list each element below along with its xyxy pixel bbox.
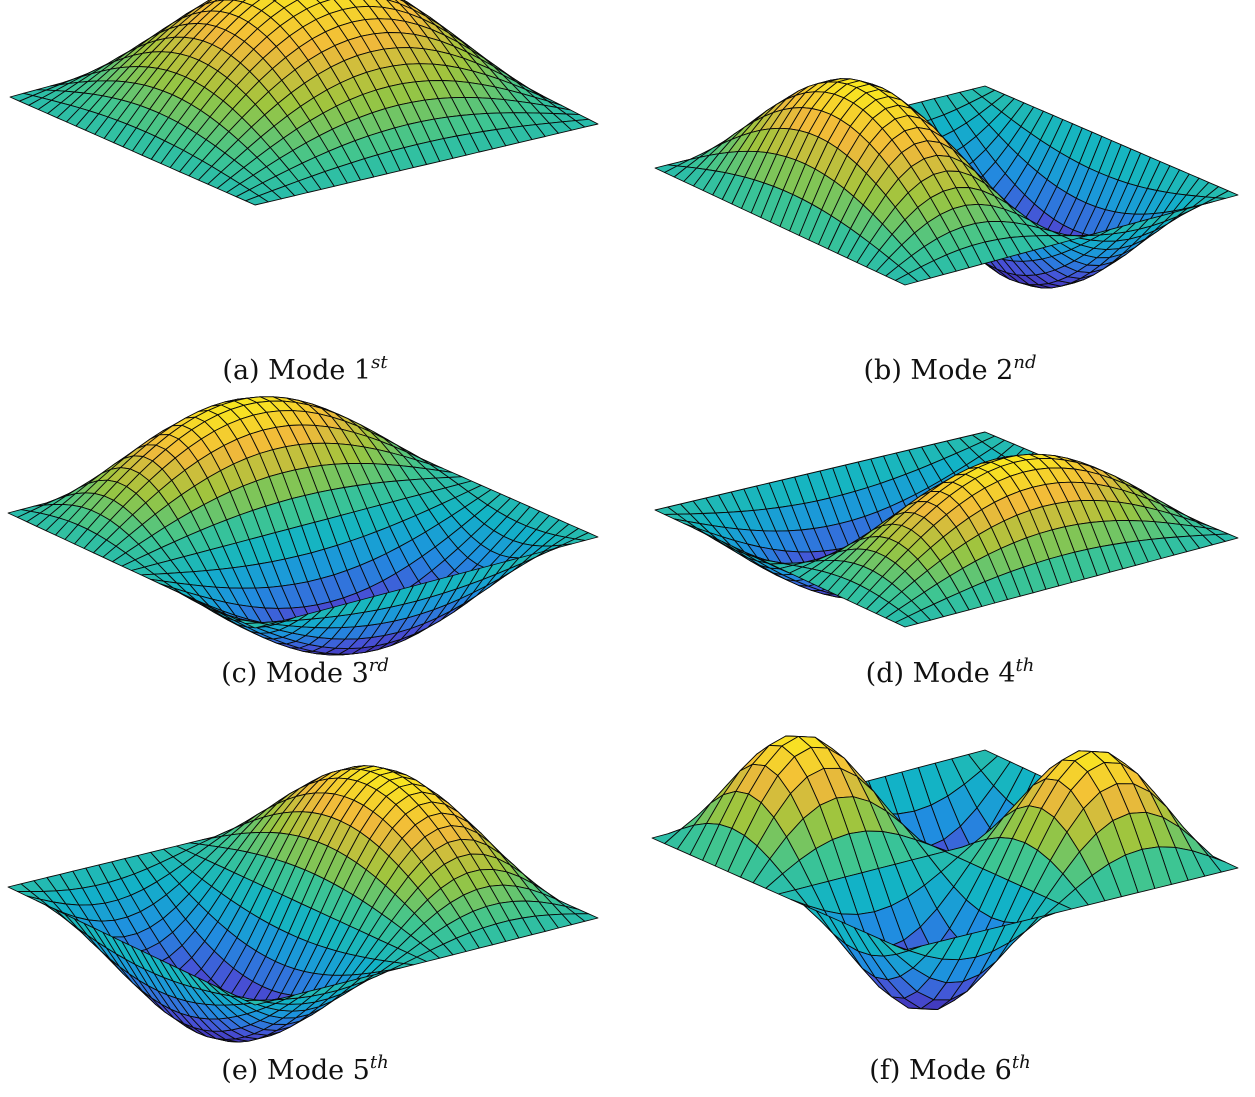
- surface-cell: [894, 273, 919, 286]
- surface-cell: [894, 615, 919, 628]
- panel-mode-1: (a) Mode 1st: [0, 0, 610, 400]
- surface-cell: [245, 622, 269, 629]
- caption-text: (e) Mode 5: [221, 1055, 370, 1086]
- caption-ordinal: th: [1011, 1052, 1031, 1073]
- panel-mode-5: (e) Mode 5th: [0, 725, 610, 1097]
- caption-text: (a) Mode 1: [222, 355, 372, 386]
- caption-ordinal: th: [369, 1052, 389, 1073]
- surface-plot-mode-3: [7, 396, 599, 656]
- surface-mesh: [7, 765, 599, 1043]
- caption-ordinal: nd: [1013, 352, 1037, 373]
- surface-plot-mode-4: [654, 431, 1239, 628]
- caption-text: (d) Mode 4: [865, 658, 1016, 689]
- caption-text: (c) Mode 3: [221, 658, 369, 689]
- caption-ordinal: th: [1015, 655, 1035, 676]
- panel-mode-3: (c) Mode 3rd: [0, 396, 610, 705]
- caption-mode-1: (a) Mode 1st: [0, 352, 610, 387]
- caption-mode-4: (d) Mode 4th: [645, 655, 1255, 690]
- caption-text: (b) Mode 2: [863, 355, 1014, 386]
- surface-cell: [245, 999, 269, 1006]
- panel-mode-4: (d) Mode 4th: [645, 405, 1255, 705]
- surface-mesh: [9, 0, 599, 206]
- surface-plot-mode-1: [9, 0, 599, 206]
- caption-mode-3: (c) Mode 3rd: [0, 655, 610, 690]
- caption-mode-5: (e) Mode 5th: [0, 1052, 610, 1087]
- surface-mesh: [7, 396, 599, 656]
- surface-plot-mode-5: [7, 765, 599, 1043]
- surface-mesh: [654, 431, 1239, 628]
- surface-plot-mode-6: [651, 735, 1239, 1010]
- panel-mode-6: (f) Mode 6th: [645, 705, 1255, 1097]
- caption-mode-2: (b) Mode 2nd: [645, 352, 1255, 387]
- caption-mode-6: (f) Mode 6th: [645, 1052, 1255, 1087]
- caption-ordinal: rd: [368, 655, 389, 676]
- panel-mode-2: (b) Mode 2nd: [645, 0, 1255, 400]
- surface-cell: [891, 943, 923, 952]
- surface-cell: [245, 195, 269, 206]
- surface-plot-mode-2: [654, 78, 1239, 289]
- surface-mesh: [654, 78, 1239, 289]
- caption-text: (f) Mode 6: [869, 1055, 1012, 1086]
- caption-ordinal: st: [371, 352, 388, 373]
- surface-mesh: [651, 735, 1239, 1010]
